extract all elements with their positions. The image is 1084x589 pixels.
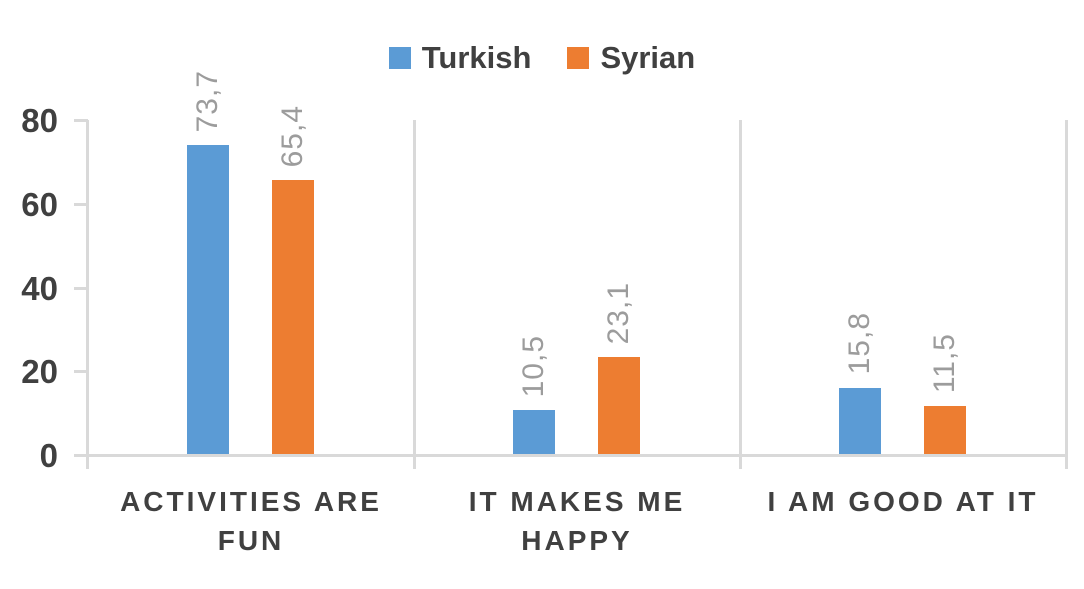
bar-turkish-2: [838, 387, 881, 454]
bar-syrian-1: [597, 357, 640, 454]
category-label-0: ACTIVITIES ARE FUN: [120, 486, 382, 556]
y-axis-tick-label: 20: [21, 353, 58, 391]
bar-value-label: 15,8: [842, 312, 876, 375]
bar-syrian-0: [271, 180, 314, 454]
y-axis-tick: [74, 119, 88, 122]
legend-swatch-turkish-icon: [388, 47, 411, 69]
category-label-1: IT MAKES ME HAPPY: [468, 486, 686, 556]
bar-turkish-1: [512, 410, 555, 454]
bar-value-label: 11,5: [927, 332, 961, 393]
x-axis-line: [74, 454, 1066, 457]
category-label-2: I AM GOOD AT IT: [767, 486, 1039, 517]
y-axis-tick-label: 40: [21, 269, 58, 307]
bar-value-label: 23,1: [601, 281, 635, 345]
bar-value-label: 65,4: [275, 104, 309, 168]
bar-syrian-2: [923, 405, 966, 454]
category-separator-line: [1064, 120, 1068, 469]
category-separator-line: [412, 120, 416, 469]
y-axis-line: [86, 120, 89, 469]
y-axis-tick-label: 0: [39, 437, 58, 474]
y-axis-tick: [74, 286, 88, 290]
y-axis-tick-label: 80: [21, 102, 58, 139]
y-axis-tick: [74, 370, 88, 374]
category-separator-line: [738, 120, 742, 469]
bar-value-label: 73,7: [190, 70, 224, 133]
legend-item-syrian: Syrian: [567, 40, 695, 76]
legend-label-turkish: Turkish: [421, 40, 532, 75]
bar-turkish-0: [186, 145, 229, 454]
legend-item-turkish: Turkish: [388, 40, 532, 76]
y-axis-tick-label: 60: [21, 185, 58, 223]
legend-label-syrian: Syrian: [600, 40, 696, 75]
legend-swatch-syrian-icon: [567, 47, 590, 69]
legend: Turkish Syrian: [0, 40, 1084, 76]
y-axis-tick: [74, 202, 88, 206]
bar-value-label: 10,5: [516, 334, 550, 398]
